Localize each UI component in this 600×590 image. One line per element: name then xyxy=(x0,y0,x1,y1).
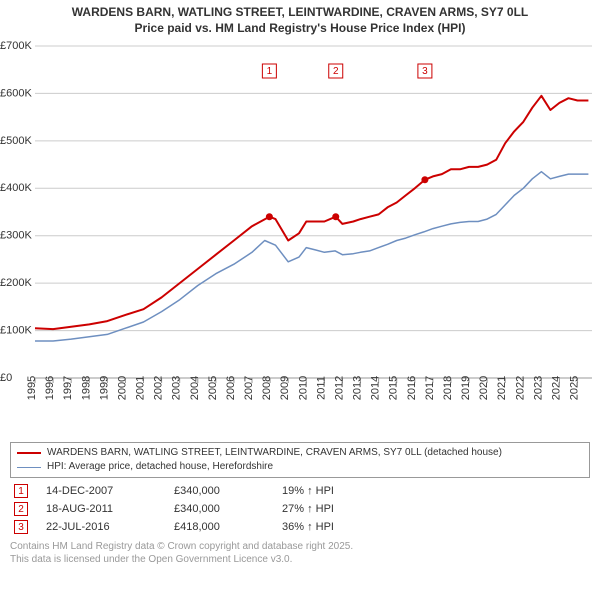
svg-text:2018: 2018 xyxy=(442,376,454,400)
sales-table: 1 14-DEC-2007 £340,000 19% ↑ HPI 2 18-AU… xyxy=(10,482,590,536)
svg-text:2016: 2016 xyxy=(406,376,418,400)
sale-marker-icon: 3 xyxy=(14,520,28,534)
sale-diff: 19% ↑ HPI xyxy=(282,485,392,497)
sale-date: 18-AUG-2011 xyxy=(46,503,156,515)
legend-swatch-hpi xyxy=(17,467,41,468)
svg-text:2017: 2017 xyxy=(424,376,436,400)
legend-item-property: WARDENS BARN, WATLING STREET, LEINTWARDI… xyxy=(17,446,583,460)
svg-text:£100K: £100K xyxy=(0,325,32,337)
sale-price: £418,000 xyxy=(174,521,264,533)
svg-text:2001: 2001 xyxy=(135,376,147,400)
svg-text:2008: 2008 xyxy=(261,376,273,400)
svg-text:1995: 1995 xyxy=(26,376,38,400)
svg-text:2006: 2006 xyxy=(225,376,237,400)
svg-text:2007: 2007 xyxy=(243,376,255,400)
svg-text:2019: 2019 xyxy=(460,376,472,400)
legend-label-property: WARDENS BARN, WATLING STREET, LEINTWARDI… xyxy=(47,446,502,460)
footer-attribution: Contains HM Land Registry data © Crown c… xyxy=(10,540,590,566)
sale-marker-icon: 1 xyxy=(14,484,28,498)
sale-price: £340,000 xyxy=(174,485,264,497)
sale-price: £340,000 xyxy=(174,503,264,515)
svg-text:2010: 2010 xyxy=(297,376,309,400)
svg-text:2011: 2011 xyxy=(315,377,327,401)
svg-text:£600K: £600K xyxy=(0,88,32,100)
svg-text:3: 3 xyxy=(422,67,428,78)
title-line-2: Price paid vs. HM Land Registry's House … xyxy=(10,20,590,36)
svg-text:2023: 2023 xyxy=(532,376,544,400)
sale-date: 14-DEC-2007 xyxy=(46,485,156,497)
price-chart: £0 £100K £200K £300K £400K £500K £600K £700K 1 2 3… xyxy=(0,38,600,438)
svg-text:2004: 2004 xyxy=(189,376,201,400)
legend-label-hpi: HPI: Average price, detached house, Here… xyxy=(47,460,273,474)
svg-text:2000: 2000 xyxy=(116,376,128,400)
sale-diff: 27% ↑ HPI xyxy=(282,503,392,515)
svg-text:2012: 2012 xyxy=(333,376,345,400)
svg-text:2025: 2025 xyxy=(569,376,581,400)
svg-text:2005: 2005 xyxy=(207,376,219,400)
svg-text:2002: 2002 xyxy=(153,376,165,400)
svg-text:£300K: £300K xyxy=(0,230,32,242)
svg-text:2020: 2020 xyxy=(478,376,490,400)
sale-marker-icon: 2 xyxy=(14,502,28,516)
svg-text:1: 1 xyxy=(267,67,273,78)
chart-svg: £0 £100K £200K £300K £400K £500K £600K £700K 1 2 3… xyxy=(0,38,600,438)
svg-text:2013: 2013 xyxy=(352,376,364,400)
svg-text:£500K: £500K xyxy=(0,135,32,147)
svg-text:1999: 1999 xyxy=(98,376,110,400)
svg-text:£200K: £200K xyxy=(0,277,32,289)
legend-swatch-property xyxy=(17,452,41,454)
svg-text:1998: 1998 xyxy=(80,376,92,400)
footer-line-2: This data is licensed under the Open Gov… xyxy=(10,553,590,566)
legend-item-hpi: HPI: Average price, detached house, Here… xyxy=(17,460,583,474)
svg-text:1996: 1996 xyxy=(44,376,56,400)
svg-text:2003: 2003 xyxy=(171,376,183,400)
sales-row: 3 22-JUL-2016 £418,000 36% ↑ HPI xyxy=(10,518,590,536)
title-line-1: WARDENS BARN, WATLING STREET, LEINTWARDI… xyxy=(10,4,590,20)
chart-legend: WARDENS BARN, WATLING STREET, LEINTWARDI… xyxy=(10,442,590,478)
svg-text:2009: 2009 xyxy=(279,376,291,400)
svg-text:2: 2 xyxy=(333,67,339,78)
svg-text:2015: 2015 xyxy=(388,376,400,400)
sale-diff: 36% ↑ HPI xyxy=(282,521,392,533)
svg-text:2014: 2014 xyxy=(370,376,382,400)
svg-text:2024: 2024 xyxy=(550,376,562,400)
sale-date: 22-JUL-2016 xyxy=(46,521,156,533)
chart-title-block: WARDENS BARN, WATLING STREET, LEINTWARDI… xyxy=(0,0,600,38)
svg-text:1997: 1997 xyxy=(62,376,74,400)
svg-text:£0: £0 xyxy=(0,372,12,384)
footer-line-1: Contains HM Land Registry data © Crown c… xyxy=(10,540,590,553)
svg-text:£400K: £400K xyxy=(0,183,32,195)
svg-text:£700K: £700K xyxy=(0,40,32,52)
sales-row: 2 18-AUG-2011 £340,000 27% ↑ HPI xyxy=(10,500,590,518)
svg-text:2021: 2021 xyxy=(496,376,508,400)
sales-row: 1 14-DEC-2007 £340,000 19% ↑ HPI xyxy=(10,482,590,500)
svg-text:2022: 2022 xyxy=(514,376,526,400)
